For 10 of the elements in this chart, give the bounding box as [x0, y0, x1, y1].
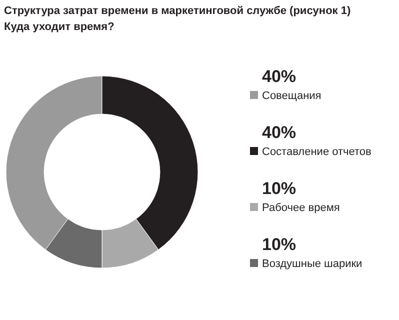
- legend-label: Совещания: [262, 90, 322, 102]
- chart-subtitle: Куда уходит время?: [4, 21, 115, 33]
- chart-title: Структура затрат времени в маркетинговой службе (рисунок 1): [4, 5, 351, 17]
- legend-label: Воздушные шарики: [262, 258, 362, 270]
- data-label: 10%: [262, 179, 296, 198]
- legend-label: Составление отчетов: [262, 146, 372, 158]
- data-label: 40%: [262, 67, 296, 86]
- data-label: 10%: [262, 235, 296, 254]
- legend-label: Рабочее время: [262, 202, 340, 214]
- data-label: 40%: [262, 123, 296, 142]
